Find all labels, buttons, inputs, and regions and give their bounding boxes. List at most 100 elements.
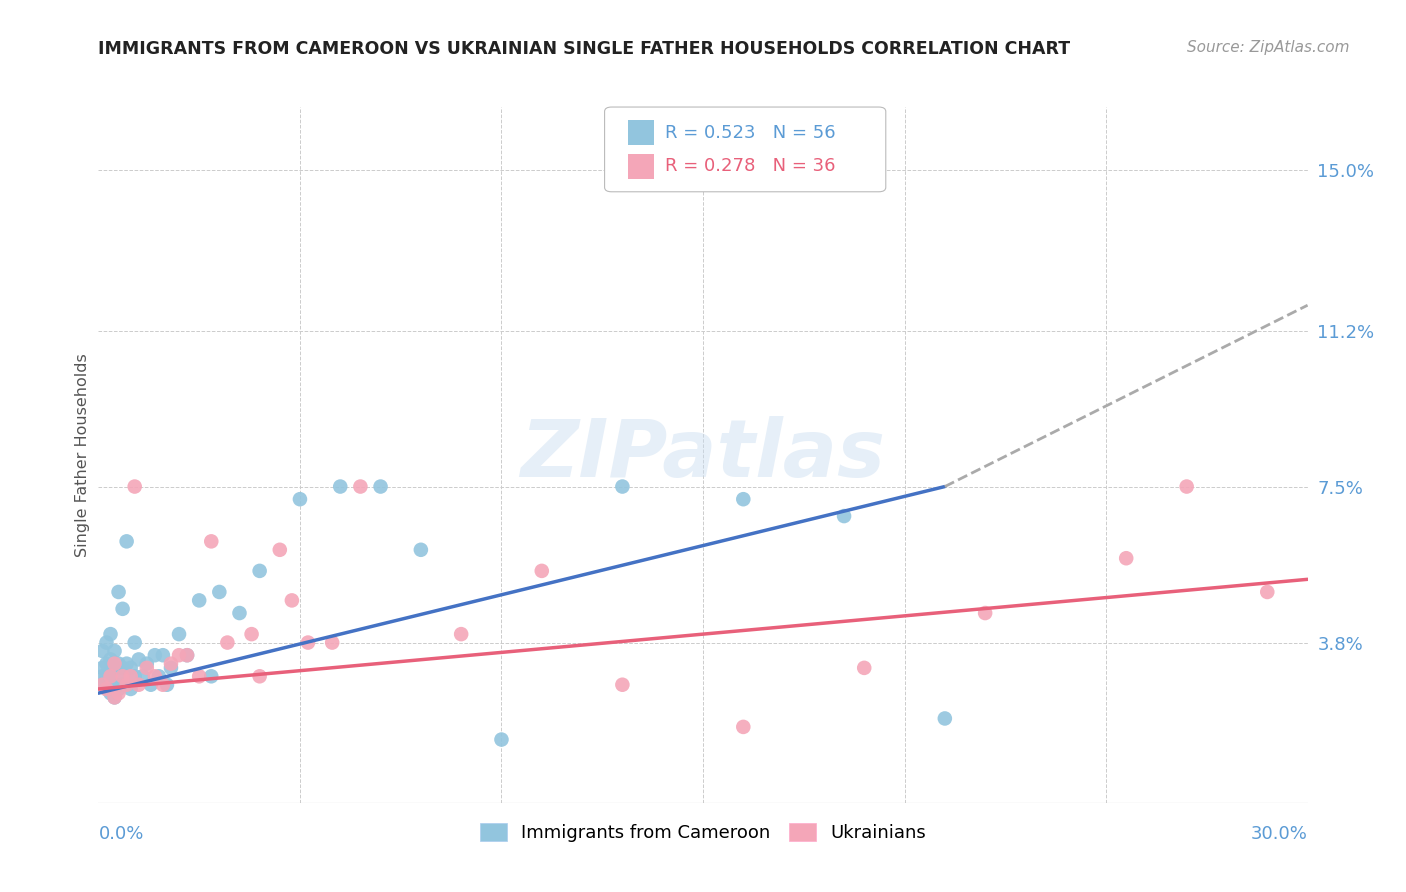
Point	[96, 681, 118, 696]
Text: Source: ZipAtlas.com: Source: ZipAtlas.com	[1187, 40, 1350, 55]
Point	[107, 657, 129, 671]
Point	[124, 635, 146, 649]
Point	[143, 669, 166, 683]
Text: 0.0%: 0.0%	[98, 825, 143, 843]
Point	[120, 669, 142, 683]
Text: 30.0%: 30.0%	[1251, 825, 1308, 843]
Point	[228, 606, 250, 620]
Point	[853, 661, 876, 675]
Point	[188, 669, 211, 683]
Point	[409, 542, 432, 557]
Point	[100, 627, 122, 641]
Point	[128, 652, 150, 666]
Point	[103, 644, 125, 658]
Point	[152, 648, 174, 663]
Point	[135, 657, 157, 671]
Point	[160, 657, 183, 671]
Point	[107, 585, 129, 599]
Point	[217, 635, 239, 649]
Point	[148, 669, 170, 683]
Point	[249, 669, 271, 683]
Point	[115, 678, 138, 692]
Point	[111, 678, 134, 692]
Point	[111, 661, 134, 675]
Point	[288, 492, 311, 507]
Point	[167, 627, 190, 641]
Point	[612, 479, 634, 493]
Point	[100, 669, 122, 683]
Point	[156, 678, 179, 692]
Point	[100, 686, 122, 700]
Point	[139, 678, 162, 692]
Point	[103, 657, 125, 671]
Point	[188, 593, 211, 607]
Point	[96, 635, 118, 649]
Point	[143, 648, 166, 663]
Point	[100, 652, 122, 666]
Point	[103, 690, 125, 705]
Point	[91, 669, 114, 683]
Point	[281, 593, 304, 607]
Point	[107, 669, 129, 683]
Point	[1175, 479, 1198, 493]
Point	[124, 669, 146, 683]
Point	[91, 661, 114, 675]
Point	[733, 720, 755, 734]
Point	[100, 673, 122, 688]
Point	[934, 711, 956, 725]
Point	[91, 678, 114, 692]
Point	[200, 534, 222, 549]
Point	[103, 678, 125, 692]
Point	[100, 665, 122, 679]
Point	[200, 669, 222, 683]
Text: R = 0.523   N = 56: R = 0.523 N = 56	[665, 124, 835, 142]
Point	[96, 657, 118, 671]
Point	[96, 669, 118, 683]
Point	[321, 635, 343, 649]
Point	[329, 479, 352, 493]
Point	[128, 678, 150, 692]
Point	[208, 585, 231, 599]
Point	[132, 669, 155, 683]
Point	[120, 681, 142, 696]
Point	[370, 479, 392, 493]
Legend: Immigrants from Cameroon, Ukrainians: Immigrants from Cameroon, Ukrainians	[472, 815, 934, 849]
Point	[974, 606, 997, 620]
Point	[1256, 585, 1278, 599]
Point	[450, 627, 472, 641]
Point	[115, 657, 138, 671]
Y-axis label: Single Father Households: Single Father Households	[75, 353, 90, 557]
Point	[124, 479, 146, 493]
Point	[349, 479, 371, 493]
Point	[96, 681, 118, 696]
Point	[530, 564, 553, 578]
Point	[176, 648, 198, 663]
Point	[120, 661, 142, 675]
Point	[160, 661, 183, 675]
Point	[176, 648, 198, 663]
Point	[491, 732, 513, 747]
Point	[111, 669, 134, 683]
Point	[733, 492, 755, 507]
Point	[612, 678, 634, 692]
Point	[107, 681, 129, 696]
Point	[167, 648, 190, 663]
Point	[832, 509, 855, 524]
Point	[91, 644, 114, 658]
Point	[249, 564, 271, 578]
Point	[152, 678, 174, 692]
Point	[1115, 551, 1137, 566]
Point	[269, 542, 291, 557]
Text: R = 0.278   N = 36: R = 0.278 N = 36	[665, 157, 835, 175]
Text: ZIPatlas: ZIPatlas	[520, 416, 886, 494]
Point	[135, 661, 157, 675]
Point	[91, 678, 114, 692]
Point	[107, 686, 129, 700]
Text: IMMIGRANTS FROM CAMEROON VS UKRAINIAN SINGLE FATHER HOUSEHOLDS CORRELATION CHART: IMMIGRANTS FROM CAMEROON VS UKRAINIAN SI…	[98, 40, 1070, 58]
Point	[103, 661, 125, 675]
Point	[115, 678, 138, 692]
Point	[111, 602, 134, 616]
Point	[240, 627, 263, 641]
Point	[115, 534, 138, 549]
Point	[103, 690, 125, 705]
